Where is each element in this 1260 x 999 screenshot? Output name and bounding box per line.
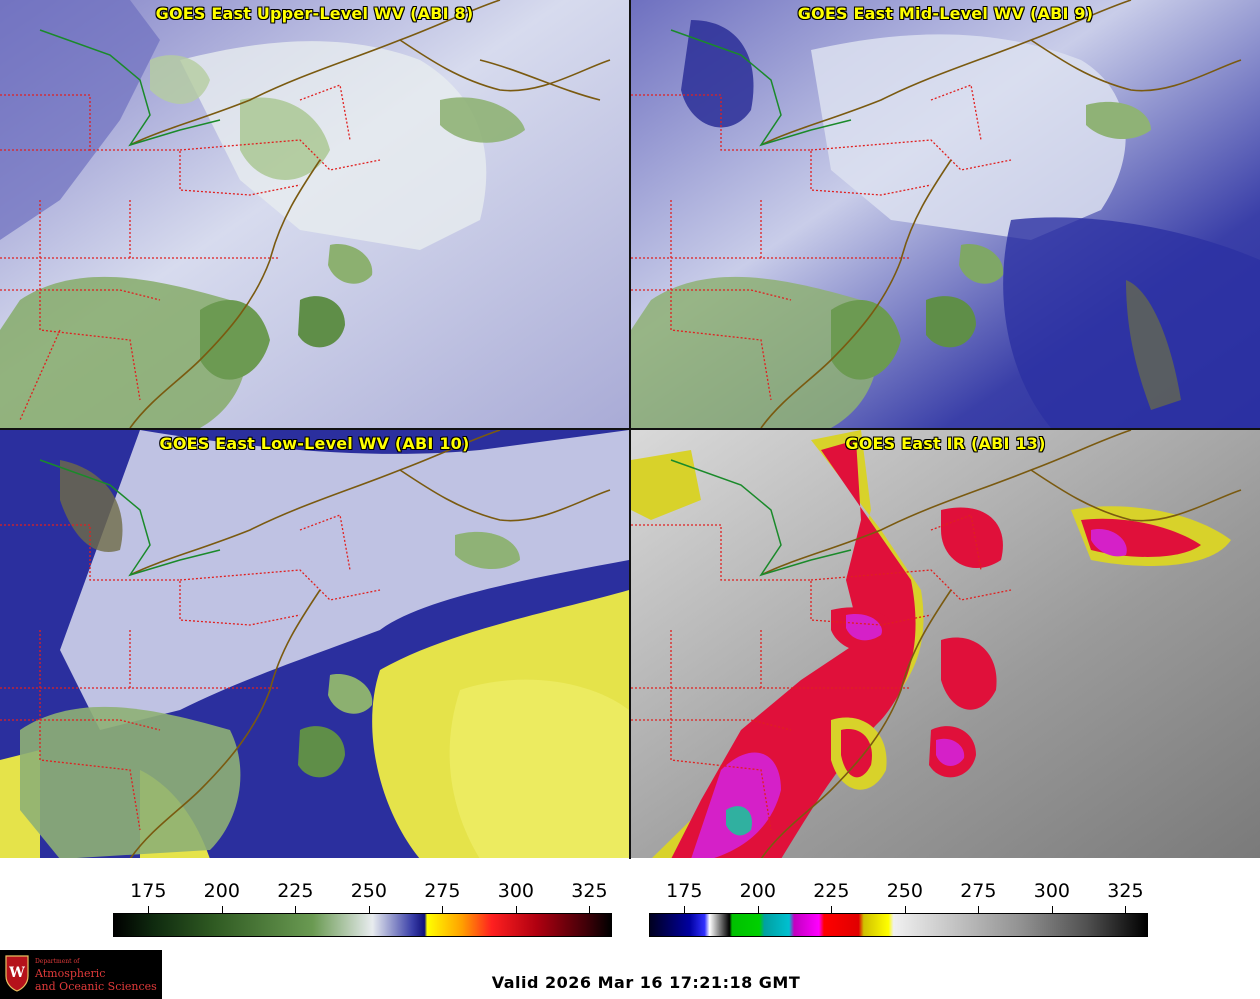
upper-level-wv-panel: GOES East Upper-Level WV (ABI 8) <box>0 0 629 428</box>
ir-image <box>631 430 1260 858</box>
uw-crest-icon: W <box>5 955 29 992</box>
colorbar-tick <box>904 906 906 913</box>
mid-level-wv-image <box>631 0 1260 428</box>
logo-line-1: Atmospheric <box>35 967 106 980</box>
logo-dept-line: Department of <box>35 958 80 965</box>
panel-title: GOES East Mid-Level WV (ABI 9) <box>797 4 1094 23</box>
panel-title: GOES East Low-Level WV (ABI 10) <box>159 434 470 453</box>
mid-level-wv-panel: GOES East Mid-Level WV (ABI 9) <box>631 0 1260 428</box>
colorbar-tick-label: 300 <box>1033 880 1071 902</box>
colorbar-tick-label: 275 <box>424 880 461 902</box>
ir-colorbar: 175 200 225 250 275 300 325 <box>649 878 1148 938</box>
colorbar-tick <box>148 906 150 913</box>
colorbar-tick-label: 300 <box>497 880 535 902</box>
low-level-wv-panel: GOES East Low-Level WV (ABI 10) <box>0 430 629 858</box>
colorbar-tick-label: 225 <box>813 880 850 902</box>
wv-colorbar: 175 200 225 250 275 300 325 <box>113 878 612 938</box>
colorbar-tick <box>1051 906 1053 913</box>
panel-title: GOES East IR (ABI 13) <box>845 434 1046 453</box>
colorbar-tick-label: 175 <box>666 880 703 902</box>
aos-logo: W Department of Atmospheric and Oceanic … <box>0 950 162 999</box>
colorbar-tick <box>831 906 833 913</box>
colorbar-tick-label: 325 <box>1107 880 1144 902</box>
colorbar-tick <box>757 906 759 913</box>
colorbar-tick <box>684 906 686 913</box>
colorbar-tick <box>589 906 591 913</box>
colorbar-tick-label: 175 <box>130 880 167 902</box>
wv-colorbar-gradient <box>113 913 612 937</box>
ir-colorbar-gradient <box>649 913 1148 937</box>
colorbar-tick-label: 225 <box>277 880 314 902</box>
valid-time: Valid 2026 Mar 16 17:21:18 GMT <box>491 973 801 992</box>
colorbar-tick-label: 200 <box>203 880 240 902</box>
colorbar-tick <box>295 906 297 913</box>
svg-text:W: W <box>8 965 25 981</box>
colorbar-tick <box>978 906 980 913</box>
panel-title: GOES East Upper-Level WV (ABI 8) <box>155 4 474 23</box>
upper-level-wv-image <box>0 0 629 428</box>
panel-divider-horizontal <box>0 428 1260 430</box>
colorbar-tick-label: 275 <box>960 880 997 902</box>
colorbar-tick <box>442 906 444 913</box>
colorbar-tick-label: 250 <box>350 880 387 902</box>
low-level-wv-image <box>0 430 629 858</box>
ir-panel: GOES East IR (ABI 13) <box>631 430 1260 858</box>
colorbar-tick-label: 250 <box>886 880 923 902</box>
colorbar-tick <box>1125 906 1127 913</box>
colorbar-tick-label: 325 <box>571 880 608 902</box>
logo-line-2: and Oceanic Sciences <box>35 980 157 993</box>
colorbar-tick-label: 200 <box>739 880 776 902</box>
colorbar-tick <box>221 906 223 913</box>
colorbar-tick <box>368 906 370 913</box>
colorbar-tick <box>515 906 517 913</box>
